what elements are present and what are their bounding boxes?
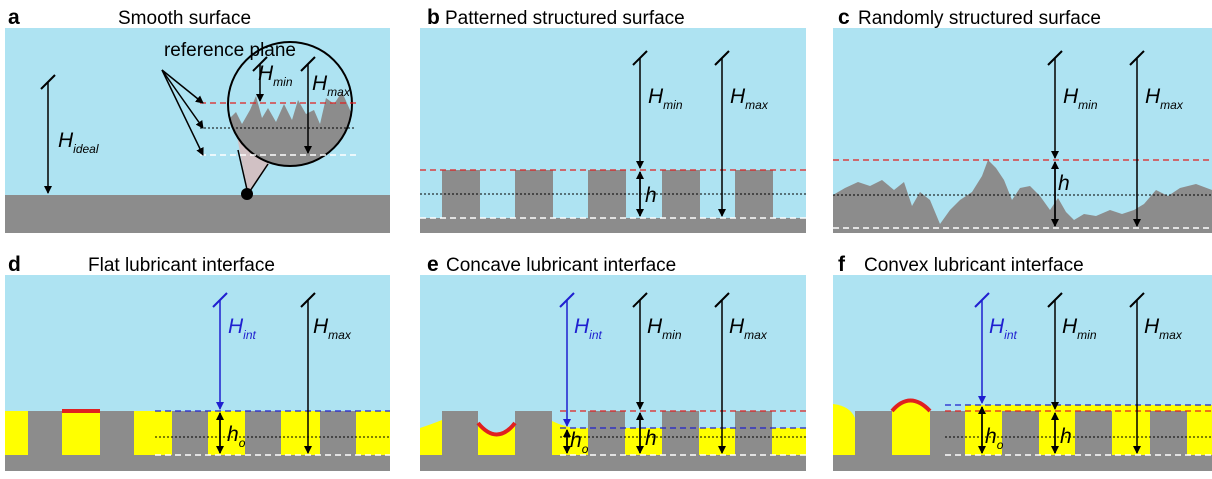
annotation: reference plane <box>164 40 296 61</box>
label-main: h <box>985 425 997 448</box>
label-main: H <box>313 315 329 338</box>
label: h <box>1058 172 1070 195</box>
panel-letter: d <box>8 253 21 276</box>
panel-f <box>833 275 1212 471</box>
panel-c <box>833 28 1212 233</box>
label-sub: int <box>1004 328 1017 342</box>
label-sub: max <box>1160 98 1184 112</box>
label-sub: int <box>589 328 602 342</box>
panel-title: Flat lubricant interface <box>88 255 275 276</box>
label-main: H <box>1063 85 1079 108</box>
label-main: H <box>1145 85 1161 108</box>
label-main: H <box>1144 315 1160 338</box>
label-sub: o <box>239 436 246 450</box>
label-sub: int <box>243 328 256 342</box>
label-main: H <box>989 315 1005 338</box>
panel-letter: b <box>427 6 440 29</box>
label-main: h <box>645 427 657 450</box>
panel-e <box>420 275 806 471</box>
label-main: h <box>570 429 582 452</box>
label-sub: max <box>745 98 769 112</box>
label-sub: max <box>744 328 768 342</box>
label-sub: min <box>662 328 682 342</box>
label-main: h <box>1060 425 1072 448</box>
label-main: h <box>227 423 239 446</box>
label-main: H <box>730 85 746 108</box>
label-sub: min <box>663 98 683 112</box>
panel-title: Concave lubricant interface <box>446 255 676 276</box>
label: h <box>645 184 657 207</box>
label-sub: o <box>997 438 1004 452</box>
label-main: h <box>1058 172 1070 195</box>
label-sub: min <box>1077 328 1097 342</box>
label-main: H <box>648 85 664 108</box>
label-main: H <box>574 315 590 338</box>
label-main: H <box>228 315 244 338</box>
panel-title: Randomly structured surface <box>858 8 1101 29</box>
label-sub: max <box>1159 328 1183 342</box>
label-main: H <box>258 62 274 85</box>
label-main: h <box>645 184 657 207</box>
figure: aSmooth surfacereference planeHidealHmin… <box>0 0 1212 474</box>
panel-letter: a <box>8 6 20 29</box>
label-main: H <box>312 72 328 95</box>
label-sub: ideal <box>73 142 99 156</box>
panel-letter: e <box>427 253 439 276</box>
panel-title: Patterned structured surface <box>445 8 685 29</box>
panel-letter: c <box>838 6 850 29</box>
label-main: H <box>1062 315 1078 338</box>
label-main: H <box>729 315 745 338</box>
panel-letter: f <box>838 253 846 276</box>
label-sub: min <box>273 75 293 89</box>
panel-b <box>420 28 806 233</box>
label-main: H <box>647 315 663 338</box>
panel-title: Convex lubricant interface <box>864 255 1084 276</box>
label: h <box>645 427 657 450</box>
label-sub: o <box>582 442 589 456</box>
label-sub: min <box>1078 98 1098 112</box>
label-sub: max <box>328 328 352 342</box>
panel-d <box>5 275 390 471</box>
label-sub: max <box>327 85 351 99</box>
label: h <box>1060 425 1072 448</box>
panel-title: Smooth surface <box>118 8 251 29</box>
label-main: H <box>58 129 74 152</box>
